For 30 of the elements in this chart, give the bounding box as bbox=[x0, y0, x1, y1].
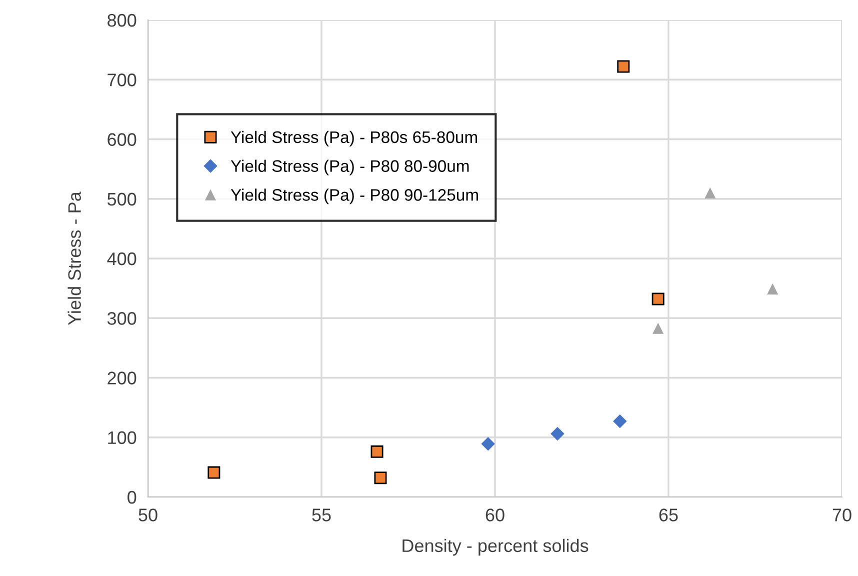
point bbox=[767, 283, 778, 294]
x-tick-label: 55 bbox=[312, 508, 331, 522]
y-tick-label: 100 bbox=[108, 431, 136, 444]
point bbox=[652, 292, 664, 306]
y-tick-label: 500 bbox=[107, 192, 136, 206]
y-axis-title: Yield Stress - Pa bbox=[68, 192, 81, 325]
legend-label: Yield Stress (Pa) - P80 80-90um bbox=[230, 160, 469, 176]
legend-label: Yield Stress (Pa) - P80 90-125um bbox=[230, 188, 478, 204]
y-tick-label: 0 bbox=[128, 490, 136, 504]
x-axis-title: Density - percent solids bbox=[402, 538, 588, 556]
x-tick-label: 50 bbox=[138, 508, 158, 522]
x-tick-label: 70 bbox=[832, 508, 852, 522]
point bbox=[652, 322, 664, 334]
point bbox=[481, 437, 495, 451]
point bbox=[704, 187, 716, 198]
y-tick-label: 200 bbox=[108, 372, 136, 384]
y-tick-label: 800 bbox=[108, 14, 136, 27]
point bbox=[374, 472, 387, 484]
x-tick-label: 65 bbox=[659, 508, 678, 522]
point bbox=[613, 414, 627, 428]
legend-label: Yield Stress (Pa) - P80s 65-80um bbox=[230, 130, 478, 146]
point bbox=[617, 60, 630, 73]
y-tick-label: 400 bbox=[107, 252, 136, 266]
x-tick-label: 60 bbox=[486, 508, 504, 522]
y-tick-label: 300 bbox=[107, 312, 136, 325]
y-tick-label: 600 bbox=[108, 133, 136, 146]
point bbox=[370, 445, 384, 458]
point bbox=[550, 426, 564, 441]
point bbox=[208, 466, 220, 479]
y-tick-label: 700 bbox=[108, 74, 136, 86]
